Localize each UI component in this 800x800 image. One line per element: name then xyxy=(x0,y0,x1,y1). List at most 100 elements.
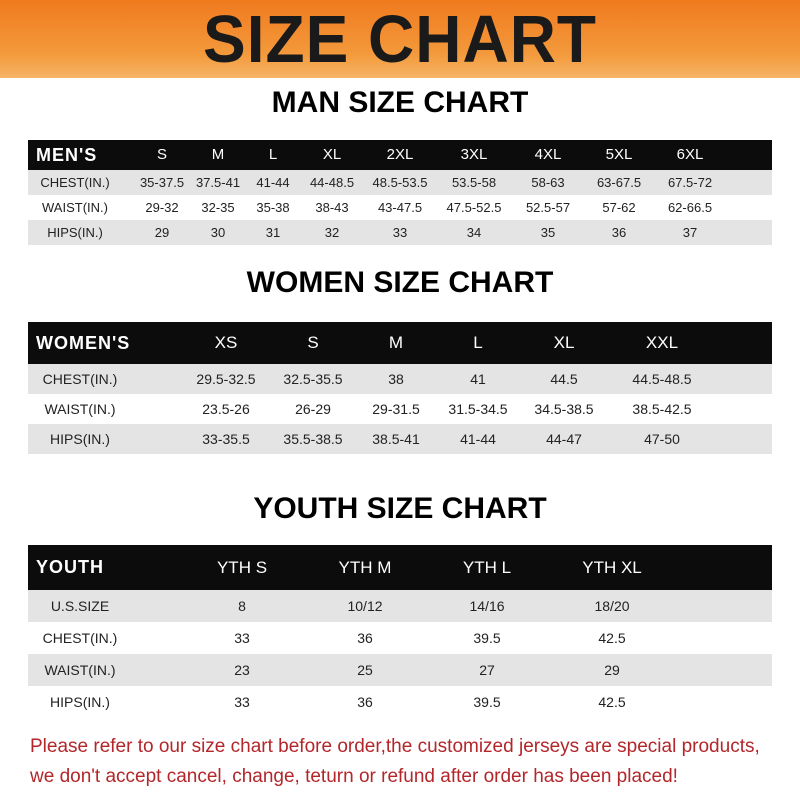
table-row: HIPS(IN.) 33-35.5 35.5-38.5 38.5-41 41-44 44-… xyxy=(28,424,772,454)
table-cell: YTH XL xyxy=(582,558,642,577)
table-cell: 48.5-53.5 xyxy=(372,175,428,190)
table-cell: 34.5-38.5 xyxy=(534,401,594,417)
table-cell: 42.5 xyxy=(598,630,626,646)
table-header-row: YOUTH YTH S YTH M YTH L YTH XL xyxy=(28,545,772,590)
table-cell: 58-63 xyxy=(531,175,565,190)
table-cell: 39.5 xyxy=(473,694,501,710)
table-cell: 33-35.5 xyxy=(202,431,250,447)
row-label: HIPS(IN.) xyxy=(50,694,110,710)
table-cell: 36 xyxy=(357,630,373,646)
table-cell: 38-43 xyxy=(315,200,349,215)
table-row: WAIST(IN.) 29-32 32-35 35-38 38-43 43-47.5 47.… xyxy=(28,195,772,220)
table-cell: 33 xyxy=(234,630,250,646)
table-cell: 37.5-41 xyxy=(195,175,241,190)
table-cell: 29 xyxy=(154,225,170,240)
table-cell: 31.5-34.5 xyxy=(448,401,508,417)
table-cell: 44.5-48.5 xyxy=(632,371,692,387)
table-cell: 23.5-26 xyxy=(202,401,250,417)
row-label: CHEST(IN.) xyxy=(40,175,110,190)
table-cell: 36 xyxy=(611,225,627,240)
row-label: WAIST(IN.) xyxy=(44,401,116,417)
row-label: WAIST(IN.) xyxy=(42,200,108,215)
table-cell: 8 xyxy=(238,598,246,614)
table-cell: 5XL xyxy=(605,146,633,163)
table-cell: S xyxy=(307,333,319,352)
title-banner: SIZE CHART xyxy=(0,0,800,78)
table-cell: 33 xyxy=(392,225,408,240)
youth-chart-title: YOUTH SIZE CHART xyxy=(253,492,547,525)
table-cell: 47.5-52.5 xyxy=(446,200,502,215)
table-cell: 53.5-58 xyxy=(451,175,497,190)
table-cell: YTH M xyxy=(338,558,392,577)
table-cell: 6XL xyxy=(676,146,704,163)
row-label: U.S.SIZE xyxy=(50,598,110,614)
table-cell: 47-50 xyxy=(644,431,680,447)
women-size-table: WOMEN'S XS S M L XL XXL CHEST(IN.) 29.5-32.5 32.5… xyxy=(28,322,772,454)
table-cell: 4XL xyxy=(534,146,562,163)
table-cell: 57-62 xyxy=(602,200,636,215)
table-cell: 39.5 xyxy=(473,630,501,646)
table-row: CHEST(IN.) 33 36 39.5 42.5 xyxy=(28,622,772,654)
table-cell: 35-38 xyxy=(256,200,290,215)
table-cell: 41 xyxy=(470,371,486,387)
table-cell: 3XL xyxy=(460,146,488,163)
table-cell: 31 xyxy=(265,225,281,240)
table-row: U.S.SIZE 8 10/12 14/16 18/20 xyxy=(28,590,772,622)
table-cell: 29 xyxy=(604,662,620,678)
table-cell: 34 xyxy=(466,225,482,240)
table-cell: 35 xyxy=(540,225,556,240)
table-cell: YTH L xyxy=(462,558,512,577)
table-cell: M xyxy=(211,146,225,163)
table-row: WAIST(IN.) 23.5-26 26-29 29-31.5 31.5-34.5 34… xyxy=(28,394,772,424)
men-size-table: MEN'S S M L XL 2XL 3XL 4XL 5XL 6XL CHEST(IN.) 35-37… xyxy=(28,140,772,245)
table-cell: 25 xyxy=(357,662,373,678)
table-cell: 27 xyxy=(479,662,495,678)
table-cell: 67.5-72 xyxy=(667,175,713,190)
table-cell: 35.5-38.5 xyxy=(283,431,343,447)
notice-line-2: we don't accept cancel, change, teturn o… xyxy=(30,766,678,787)
table-cell: 52.5-57 xyxy=(525,200,571,215)
row-label: CHEST(IN.) xyxy=(42,371,118,387)
row-label: WAIST(IN.) xyxy=(44,662,116,678)
table-cell: 32-35 xyxy=(201,200,235,215)
table-cell: 2XL xyxy=(386,146,414,163)
table-cell: 18/20 xyxy=(594,598,630,614)
table-cell: M xyxy=(388,333,404,352)
table-cell: 38.5-41 xyxy=(372,431,420,447)
table-row: CHEST(IN.) 29.5-32.5 32.5-35.5 38 41 44.5 44.5… xyxy=(28,364,772,394)
row-label: MEN'S xyxy=(36,145,98,165)
row-label: WOMEN'S xyxy=(36,333,131,353)
table-cell: 38 xyxy=(388,371,404,387)
table-cell: 43-47.5 xyxy=(377,200,423,215)
notice-line-1: Please refer to our size chart before or… xyxy=(30,736,760,757)
page-title: SIZE CHART xyxy=(203,1,597,77)
row-label: HIPS(IN.) xyxy=(47,225,103,240)
table-cell: XL xyxy=(553,333,575,352)
table-cell: 44.5 xyxy=(550,371,578,387)
table-cell: S xyxy=(156,146,168,163)
table-cell: 38.5-42.5 xyxy=(632,401,692,417)
table-row: HIPS(IN.) 29 30 31 32 33 34 35 36 37 xyxy=(28,220,772,245)
table-row: HIPS(IN.) 33 36 39.5 42.5 xyxy=(28,686,772,718)
table-cell: 29.5-32.5 xyxy=(196,371,256,387)
table-header-row: MEN'S S M L XL 2XL 3XL 4XL 5XL 6XL xyxy=(28,140,772,170)
row-label: CHEST(IN.) xyxy=(42,630,118,646)
table-cell: XS xyxy=(214,333,238,352)
table-cell: 63-67.5 xyxy=(596,175,642,190)
table-cell: 62-66.5 xyxy=(667,200,713,215)
table-row: WAIST(IN.) 23 25 27 29 xyxy=(28,654,772,686)
table-cell: 30 xyxy=(210,225,226,240)
table-cell: 23 xyxy=(234,662,250,678)
table-cell: 32.5-35.5 xyxy=(283,371,343,387)
table-row: CHEST(IN.) 35-37.5 37.5-41 41-44 44-48.5 48.5… xyxy=(28,170,772,195)
table-cell: XXL xyxy=(645,333,679,352)
row-label: YOUTH xyxy=(36,557,104,577)
table-cell: 35-37.5 xyxy=(139,175,185,190)
table-cell: 29-32 xyxy=(145,200,179,215)
table-cell: 42.5 xyxy=(598,694,626,710)
table-cell: 41-44 xyxy=(256,175,290,190)
table-cell: 37 xyxy=(682,225,698,240)
table-cell: 26-29 xyxy=(295,401,331,417)
table-cell: 44-47 xyxy=(546,431,582,447)
table-cell: 10/12 xyxy=(347,598,383,614)
